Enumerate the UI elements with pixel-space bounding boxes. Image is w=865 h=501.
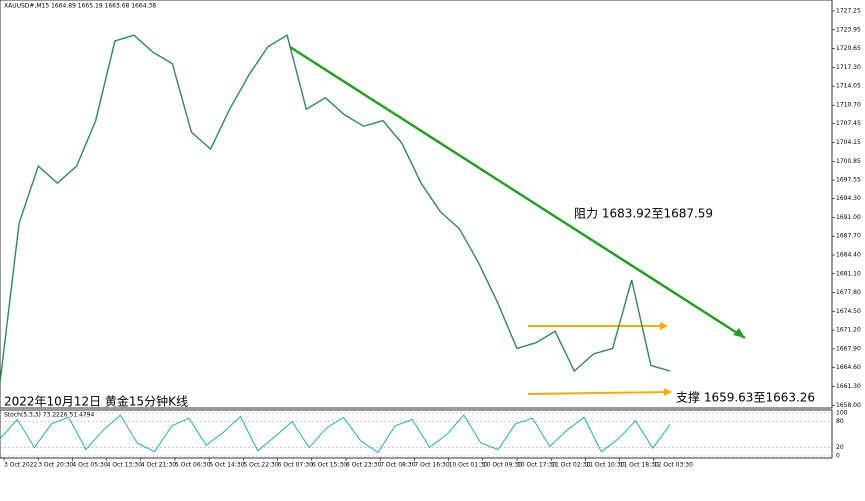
support-line bbox=[527, 391, 669, 395]
y-tick-label: 1691.00 bbox=[836, 214, 861, 221]
x-tick-label: 5 Oct 14:30 bbox=[209, 462, 244, 469]
price-line bbox=[0, 34, 671, 383]
y-tick-label: 1720.65 bbox=[836, 45, 861, 52]
y-tick-label: 1700.85 bbox=[836, 158, 861, 165]
y-tick-label: 1671.20 bbox=[836, 327, 861, 334]
stoch-line bbox=[0, 414, 671, 454]
x-tick-label: 3 Oct 20:30 bbox=[38, 462, 73, 469]
y-tick-label: 1681.10 bbox=[836, 270, 861, 277]
price-pane bbox=[0, 0, 833, 409]
x-tick-label: 6 Oct 07:30 bbox=[278, 462, 313, 469]
x-tick-label: 4 Oct 05:30 bbox=[72, 462, 107, 469]
x-tick-label: 5 Oct 06:30 bbox=[175, 462, 210, 469]
y-tick-label: 1723.95 bbox=[836, 26, 861, 33]
stoch-tick-label: 80 bbox=[836, 418, 844, 425]
y-tick-label: 1704.15 bbox=[836, 139, 861, 146]
stoch-tick-label: 100 bbox=[836, 410, 848, 417]
y-tick-label: 1727.25 bbox=[836, 7, 861, 14]
x-tick-label: 5 Oct 22:30 bbox=[243, 462, 278, 469]
x-tick-label: 12 Oct 03:30 bbox=[654, 462, 693, 469]
y-tick-label: 1707.45 bbox=[836, 120, 861, 127]
support-arrow bbox=[664, 388, 672, 396]
x-tick-label: 11 Oct 18:30 bbox=[620, 462, 659, 469]
x-tick-label: 7 Oct 16:30 bbox=[414, 462, 449, 469]
x-tick-label: 6 Oct 23:30 bbox=[346, 462, 381, 469]
y-tick-label: 1664.60 bbox=[836, 364, 861, 371]
chart-title: 2022年10月12日 黄金15分钟K线 bbox=[4, 394, 188, 409]
y-tick-label: 1687.70 bbox=[836, 233, 861, 240]
header: XAUUSD#,M15 1664.89 1665.19 1663.68 1664… bbox=[4, 3, 156, 10]
y-tick-label: 1697.55 bbox=[836, 177, 861, 184]
x-tick-label: 10 Oct 09:30 bbox=[483, 462, 522, 469]
x-tick-label: 7 Oct 08:30 bbox=[380, 462, 415, 469]
stoch-pane bbox=[0, 409, 833, 459]
stoch-tick-label: 20 bbox=[836, 444, 844, 451]
x-tick-label: 6 Oct 15:30 bbox=[312, 462, 347, 469]
trend-arrow bbox=[733, 328, 745, 338]
x-tick-label: 11 Oct 02:30 bbox=[551, 462, 590, 469]
support-label: 支撑 1659.63至1663.26 bbox=[676, 390, 815, 405]
y-tick-label: 1717.30 bbox=[836, 64, 861, 71]
x-tick-label: 10 Oct 17:30 bbox=[517, 462, 556, 469]
y-tick-label: 1667.90 bbox=[836, 345, 861, 352]
resistance-arrow bbox=[660, 322, 668, 330]
y-tick-label: 1677.80 bbox=[836, 289, 861, 296]
y-tick-label: 1661.30 bbox=[836, 383, 861, 390]
x-tick-label: 10 Oct 01:30 bbox=[449, 462, 488, 469]
y-tick-label: 1714.05 bbox=[836, 83, 861, 90]
x-tick-label: 4 Oct 21:30 bbox=[141, 462, 176, 469]
y-tick-label: 1710.70 bbox=[836, 102, 861, 109]
x-tick-label: 3 Oct 2022 bbox=[4, 462, 37, 469]
resistance-label: 阻力 1683.92至1687.59 bbox=[574, 207, 713, 221]
y-tick-label: 1674.50 bbox=[836, 308, 861, 315]
trend-line bbox=[289, 45, 746, 340]
y-tick-label: 1684.40 bbox=[836, 251, 861, 258]
x-tick-label: 4 Oct 13:30 bbox=[107, 462, 142, 469]
stoch-label: Stoch(5,3,3) 73.2226 51.4794 bbox=[4, 412, 95, 419]
x-tick-label: 11 Oct 10:30 bbox=[585, 462, 624, 469]
y-tick-label: 1658.00 bbox=[836, 402, 861, 409]
y-tick-label: 1694.30 bbox=[836, 195, 861, 202]
stoch-tick-label: 0 bbox=[836, 453, 840, 460]
